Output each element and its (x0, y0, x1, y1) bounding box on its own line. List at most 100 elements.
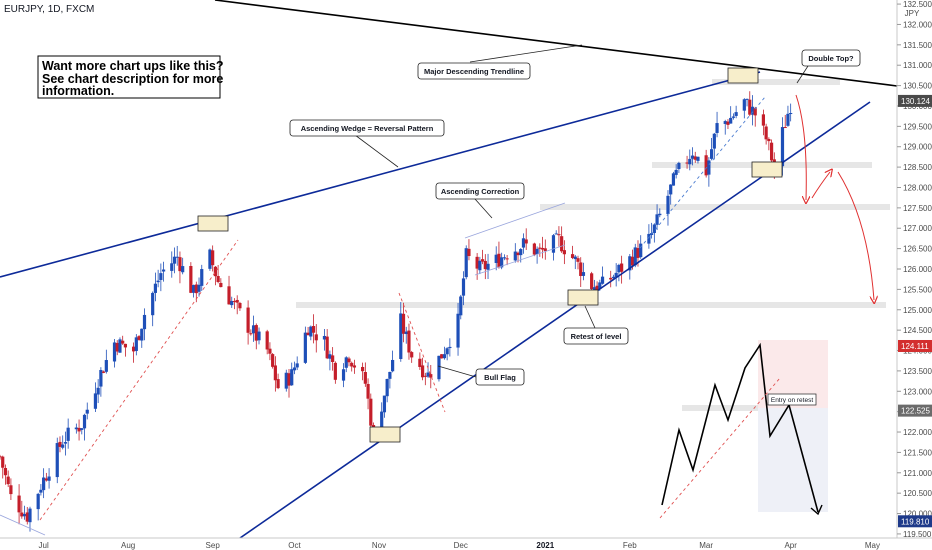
y-tick-label: 120.500 (903, 489, 932, 498)
candle-body (366, 383, 370, 399)
candle-body (456, 313, 460, 348)
candle-body (121, 340, 125, 344)
candle-body (786, 113, 790, 126)
wedge-upper-line[interactable] (0, 71, 761, 278)
projection-down-1 (795, 94, 806, 200)
candle-body (216, 276, 220, 283)
candle-body (478, 260, 482, 271)
candle-body (404, 331, 408, 335)
candle-body (36, 493, 40, 510)
y-tick-label: 129.000 (903, 143, 932, 152)
candle-body (112, 342, 117, 362)
candle-body (600, 276, 605, 284)
candle-body (748, 99, 752, 115)
price-label-bg (898, 339, 932, 352)
callout-entry[interactable] (767, 393, 817, 406)
candle-body (314, 334, 318, 341)
candle-body (440, 354, 444, 359)
candle-body (712, 133, 716, 149)
y-tick-label: 119.500 (903, 530, 932, 539)
y-tick-label: 126.000 (903, 265, 932, 274)
candle-body (445, 348, 449, 355)
callout-double-top[interactable] (801, 49, 861, 67)
correction-channel-bottom (474, 244, 566, 276)
candle-body (769, 142, 774, 161)
candle-body (426, 372, 430, 377)
candle-body (710, 149, 714, 159)
candle-body (28, 508, 32, 523)
candle-body (764, 126, 768, 140)
y-tick-label: 124.500 (903, 326, 932, 335)
candle-body (9, 485, 13, 495)
callout-correction[interactable] (435, 182, 525, 200)
candle-body (61, 444, 65, 448)
candle-body (630, 256, 635, 266)
callout-wedge-label: Ascending Wedge = Reversal Pattern (301, 124, 434, 133)
candle-body (521, 238, 526, 248)
callout-wedge[interactable] (289, 119, 445, 137)
candle-body (636, 248, 640, 258)
candle-body (303, 332, 307, 363)
candle-body (385, 378, 389, 397)
candles-layer (0, 91, 793, 532)
candle-body (306, 332, 310, 336)
candle-body (783, 127, 787, 129)
candle-body (189, 265, 193, 293)
y-tick-label: 131.000 (903, 61, 932, 70)
candle-body (235, 299, 239, 303)
candle-body (44, 478, 48, 481)
candle-body (380, 411, 384, 432)
price-label-text: 119.810 (901, 517, 930, 526)
y-tick-label: 128.000 (903, 183, 932, 192)
callout-bull-flag[interactable] (475, 368, 525, 386)
callout-descending[interactable] (417, 62, 531, 80)
candle-body (726, 121, 730, 125)
x-tick-label: 2021 (536, 541, 554, 550)
candle-body (647, 233, 651, 244)
pattern-schematic (659, 342, 823, 519)
candle-body (690, 155, 695, 159)
candle-body (361, 366, 365, 372)
candle-body (464, 248, 468, 278)
candle-body (761, 114, 766, 126)
dashed-support-right (639, 96, 766, 249)
candle-body (620, 263, 624, 272)
promo-line-2: See chart description for more (42, 72, 223, 86)
candle-body (181, 266, 185, 273)
candle-body (467, 248, 471, 257)
callout-retest[interactable] (563, 327, 629, 345)
callout-descending-label: Major Descending Trendline (424, 67, 524, 76)
x-tick-label: Jul (39, 541, 49, 550)
candle-body (611, 276, 616, 279)
candle-body (418, 358, 422, 367)
pivot-box-mar (751, 161, 783, 178)
x-tick-label: Apr (784, 541, 797, 550)
candle-body (200, 269, 204, 286)
candle-body (391, 359, 395, 372)
candle-body (156, 280, 160, 283)
callout-entry-label: Entry on retest (771, 397, 813, 404)
candle-body (579, 262, 583, 276)
candle-body (652, 224, 656, 234)
candle-body (581, 272, 586, 276)
pivot-box-jan (567, 289, 599, 306)
candle-body (570, 254, 575, 258)
candle-body (388, 371, 392, 379)
candle-body (161, 269, 166, 272)
y-tick-label: 121.500 (903, 448, 932, 457)
zone-130-5 (712, 79, 840, 85)
x-axis-ticks[interactable]: Jul Aug Sep Oct Nov Dec 2021 Feb Mar Apr May (39, 541, 881, 550)
promo-box[interactable]: Want more chart ups like this? See chart… (37, 55, 224, 99)
candle-body (17, 495, 21, 513)
candle-body (249, 333, 253, 335)
descending-trendline[interactable] (214, 0, 897, 87)
candle-body (352, 365, 357, 368)
candle-body (573, 256, 577, 260)
y-tick-label: 121.000 (903, 469, 932, 478)
annotation-callouts[interactable]: Major Descending Trendline Ascending Wed… (289, 44, 861, 406)
candle-body (734, 112, 738, 116)
candle-body (723, 121, 727, 124)
projection-down-2 (837, 171, 874, 300)
candle-body (562, 250, 566, 255)
